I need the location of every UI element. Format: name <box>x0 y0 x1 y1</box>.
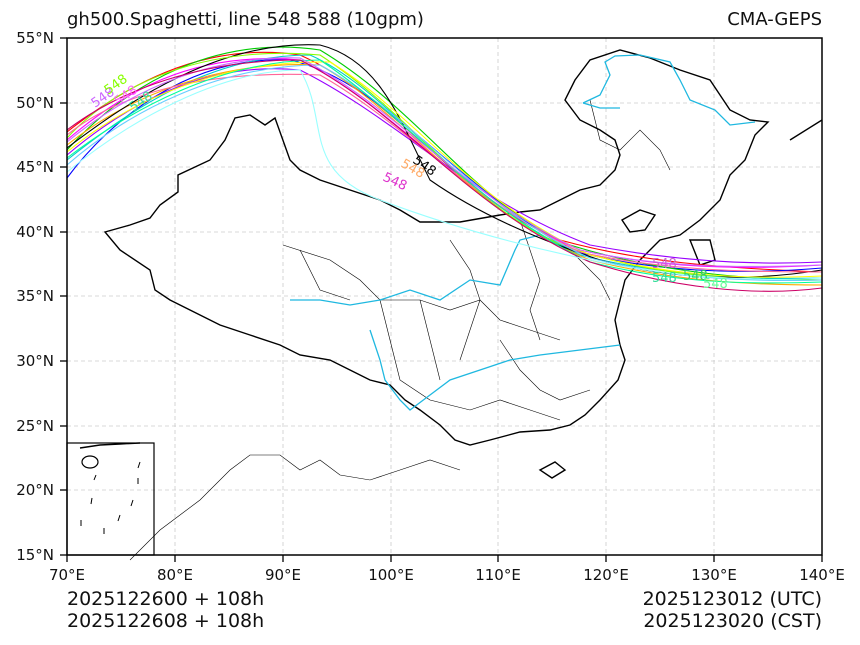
y-tick-label: 35°N <box>16 287 54 305</box>
y-tick-label: 55°N <box>16 29 54 47</box>
svg-text:548: 548 <box>703 277 728 292</box>
model-name: CMA-GEPS <box>727 9 822 30</box>
x-tick-label: 100°E <box>368 566 414 584</box>
valid-time-block: 2025123012 (UTC) 2025123020 (CST) <box>643 588 822 632</box>
x-tick-label: 80°E <box>156 566 194 584</box>
x-tick-label: 140°E <box>799 566 845 584</box>
chart-title: gh500.Spaghetti, line 548 588 (10gpm) <box>67 9 424 30</box>
inset-map <box>66 442 155 556</box>
x-tick-label: 130°E <box>691 566 737 584</box>
x-tick-label: 110°E <box>475 566 521 584</box>
init-time-block: 2025122600 + 108h 2025122608 + 108h <box>67 588 264 632</box>
x-tick-label: 90°E <box>264 566 302 584</box>
valid-time-utc: 2025123012 (UTC) <box>642 588 822 610</box>
svg-text:548: 548 <box>380 170 409 194</box>
init-time-cst: 2025122608 + 108h <box>67 610 265 632</box>
y-tick-label: 45°N <box>16 158 54 176</box>
y-tick-label: 20°N <box>16 481 54 499</box>
valid-time-cst: 2025123020 (CST) <box>643 610 822 632</box>
y-tick-label: 25°N <box>16 417 54 435</box>
y-tick-label: 40°N <box>16 223 54 241</box>
x-tick-label: 120°E <box>583 566 629 584</box>
svg-text:548: 548 <box>652 257 677 272</box>
svg-text:548: 548 <box>683 269 708 284</box>
y-tick-label: 15°N <box>16 546 54 564</box>
country-border <box>103 49 823 479</box>
svg-text:548: 548 <box>652 271 677 286</box>
gridlines <box>67 38 822 555</box>
spaghetti-contours <box>66 44 823 292</box>
y-tick-label: 50°N <box>16 94 54 112</box>
y-tick-label: 30°N <box>16 352 54 370</box>
rivers <box>290 54 756 411</box>
init-time-utc: 2025122600 + 108h <box>67 588 265 610</box>
x-tick-label: 70°E <box>48 566 86 584</box>
